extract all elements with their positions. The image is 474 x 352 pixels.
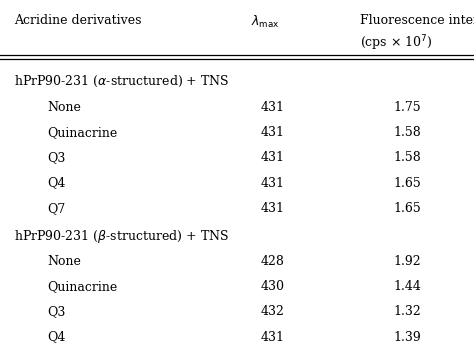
Text: 428: 428: [261, 254, 284, 268]
Text: None: None: [47, 101, 81, 114]
Text: 1.58: 1.58: [394, 126, 421, 139]
Text: 431: 431: [261, 202, 284, 215]
Text: $\lambda_{\rm max}$: $\lambda_{\rm max}$: [251, 14, 280, 30]
Text: 1.32: 1.32: [394, 305, 421, 318]
Text: (cps $\times$ 10$^7$): (cps $\times$ 10$^7$): [360, 33, 433, 53]
Text: hPrP90-231 ($\alpha$-structured) + TNS: hPrP90-231 ($\alpha$-structured) + TNS: [14, 74, 229, 89]
Text: Acridine derivatives: Acridine derivatives: [14, 14, 142, 27]
Text: 432: 432: [261, 305, 284, 318]
Text: 1.75: 1.75: [394, 101, 421, 114]
Text: 431: 431: [261, 101, 284, 114]
Text: None: None: [47, 254, 81, 268]
Text: Quinacrine: Quinacrine: [47, 280, 118, 293]
Text: 1.44: 1.44: [394, 280, 421, 293]
Text: 1.39: 1.39: [394, 331, 421, 344]
Text: 431: 431: [261, 151, 284, 164]
Text: Q3: Q3: [47, 151, 66, 164]
Text: Q4: Q4: [47, 177, 66, 190]
Text: 1.65: 1.65: [394, 202, 421, 215]
Text: Quinacrine: Quinacrine: [47, 126, 118, 139]
Text: hPrP90-231 ($\beta$-structured) + TNS: hPrP90-231 ($\beta$-structured) + TNS: [14, 228, 229, 245]
Text: 1.58: 1.58: [394, 151, 421, 164]
Text: 1.92: 1.92: [394, 254, 421, 268]
Text: 431: 431: [261, 177, 284, 190]
Text: 431: 431: [261, 126, 284, 139]
Text: 1.65: 1.65: [394, 177, 421, 190]
Text: Q4: Q4: [47, 331, 66, 344]
Text: Q7: Q7: [47, 202, 66, 215]
Text: Q3: Q3: [47, 305, 66, 318]
Text: 431: 431: [261, 331, 284, 344]
Text: Fluorescence intensity: Fluorescence intensity: [360, 14, 474, 27]
Text: 430: 430: [261, 280, 284, 293]
